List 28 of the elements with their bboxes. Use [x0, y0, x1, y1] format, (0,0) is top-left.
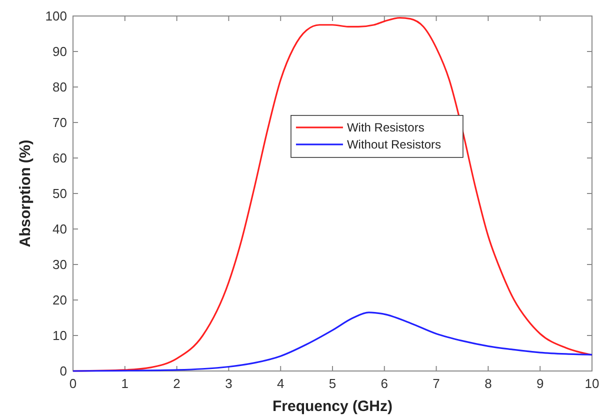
y-tick-label: 90	[52, 44, 67, 59]
x-tick-label: 5	[328, 376, 336, 391]
line-series	[72, 312, 593, 372]
x-axis-title: Frequency (GHz)	[272, 398, 393, 415]
x-tick-label: 10	[584, 376, 600, 391]
x-tick-label: 2	[173, 376, 180, 391]
y-tick-label: 40	[52, 222, 67, 236]
y-tick-label: 50	[52, 186, 67, 201]
x-tick-label: 0	[69, 376, 77, 391]
x-tick-label: 7	[432, 376, 440, 391]
legend-label: With Resistors	[346, 120, 424, 134]
x-tick-label: 3	[225, 376, 232, 391]
y-tick-label: 70	[52, 115, 67, 130]
legend-label: Without Resistors	[346, 137, 442, 152]
x-tick-label: 8	[484, 376, 492, 391]
y-tick-label: 0	[60, 364, 67, 378]
x-tick-label: 4	[276, 376, 284, 391]
line-series	[72, 16, 593, 372]
y-tick-label: 60	[52, 150, 67, 166]
y-tick-label: 10	[52, 328, 67, 343]
y-axis-title: Absorption (%)	[17, 140, 34, 248]
y-tick-label: 100	[45, 8, 67, 24]
x-tick-label: 1	[121, 376, 129, 391]
x-tick-label: 6	[380, 376, 388, 391]
y-tick-label: 20	[52, 292, 67, 308]
y-tick-label: 30	[52, 257, 67, 272]
y-tick-label: 80	[52, 80, 67, 94]
x-tick-label: 9	[536, 376, 544, 391]
